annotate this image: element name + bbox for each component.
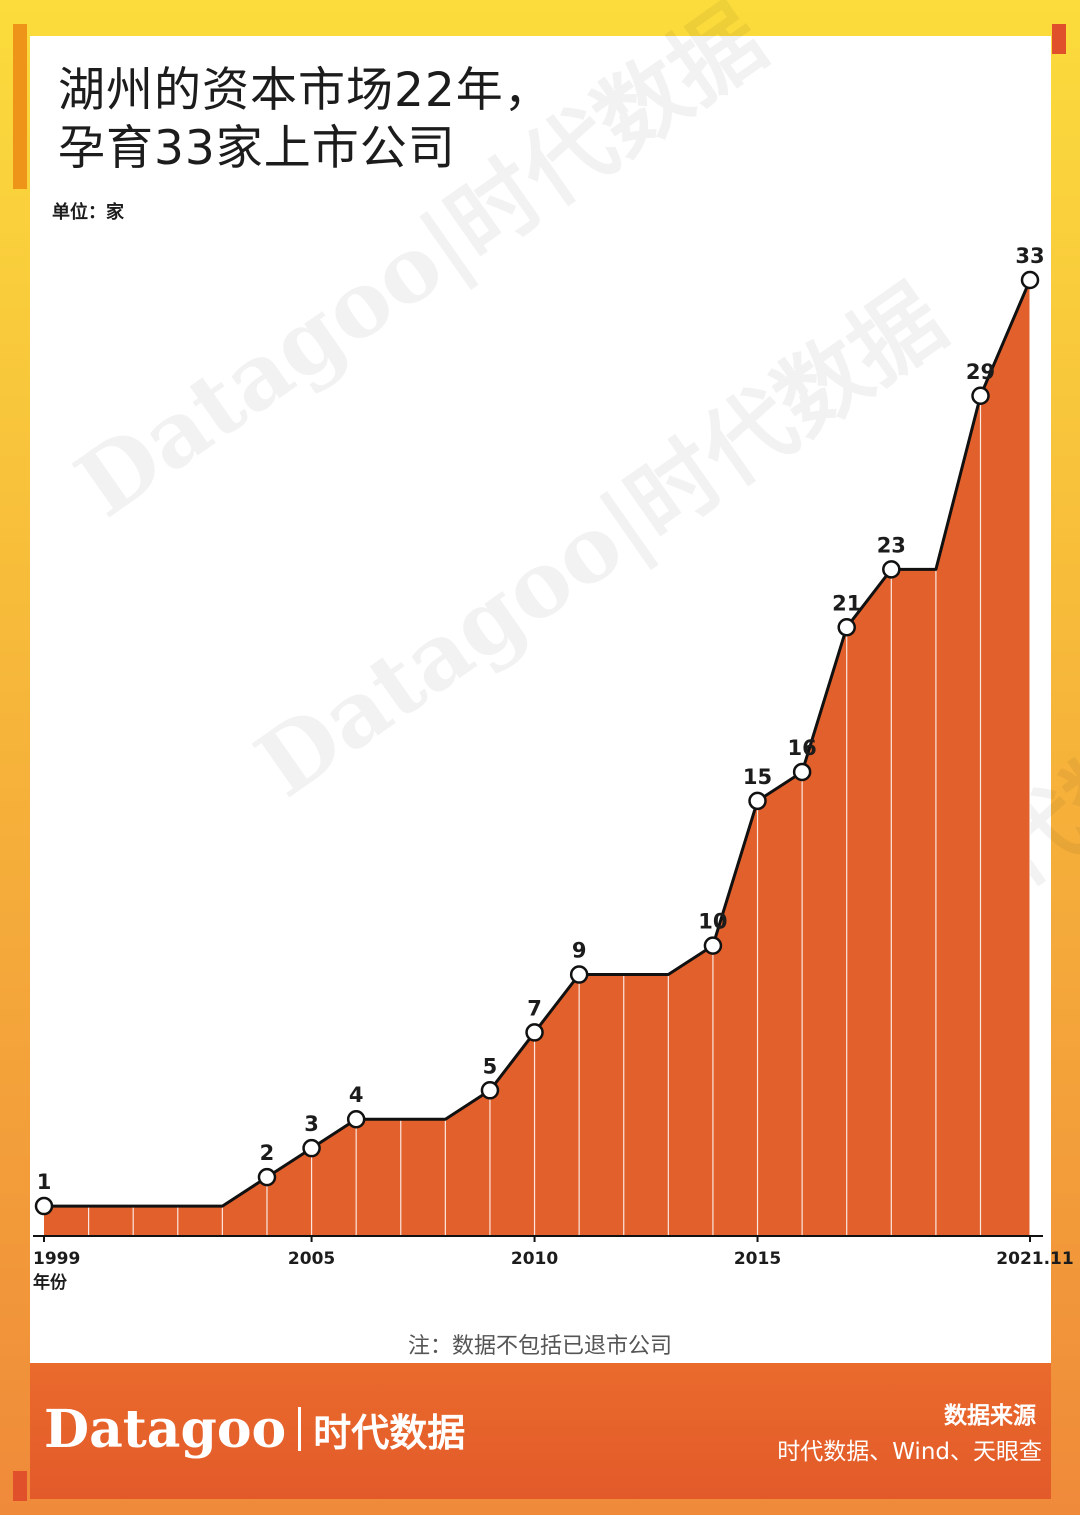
data-label: 29 xyxy=(966,360,995,384)
x-axis-title: 年份 xyxy=(33,1272,68,1293)
data-label: 21 xyxy=(832,591,861,615)
brand-name-en: Datagoo xyxy=(44,1398,287,1460)
data-label: 9 xyxy=(572,939,587,963)
marker-point xyxy=(748,791,767,811)
brand-logo: Datagoo 时代数据 xyxy=(44,1398,465,1460)
marker-point xyxy=(525,1023,544,1042)
data-label: 23 xyxy=(877,533,906,557)
data-label: 33 xyxy=(1015,244,1044,268)
tick-label: 2010 xyxy=(511,1249,558,1269)
page-title: 湖州的资本市场22年， 孕育33家上市公司 xyxy=(58,62,758,178)
marker-point xyxy=(703,936,723,955)
marker-point xyxy=(346,1109,366,1129)
frame-accent-right xyxy=(1052,24,1066,54)
marker-point xyxy=(1020,270,1040,290)
data-label: 2 xyxy=(260,1141,275,1165)
tick-labels: 1999 2005 2010 2015 2021.11 年份 xyxy=(33,1235,1074,1293)
tick-label: 2005 xyxy=(288,1249,335,1269)
marker-point xyxy=(34,1196,54,1216)
title-line-1: 湖州的资本市场22年， xyxy=(58,63,552,118)
tick-label: 2015 xyxy=(734,1249,781,1269)
area-layer xyxy=(44,280,1030,1235)
marker-point xyxy=(257,1167,277,1187)
data-label: 10 xyxy=(698,910,727,934)
marker-point xyxy=(882,560,901,579)
tick-label: 2021.11 xyxy=(996,1249,1073,1269)
source-text: 时代数据、Wind、天眼查 xyxy=(777,1439,1042,1465)
marker-point xyxy=(302,1138,321,1158)
footer-band xyxy=(30,1363,1051,1499)
frame-accent-left xyxy=(13,24,27,189)
vertical-lines xyxy=(87,280,1031,1235)
data-label: 7 xyxy=(527,996,542,1020)
marker-point xyxy=(792,762,812,782)
markers xyxy=(34,270,1040,1216)
brand-name-cn: 时代数据 xyxy=(313,1410,466,1455)
data-label: 16 xyxy=(788,736,817,760)
title-line-2: 孕育33家上市公司 xyxy=(58,121,456,176)
frame-accent-bottom-left xyxy=(13,1471,27,1501)
marker-point xyxy=(837,618,856,637)
tick-label: 1999 xyxy=(33,1249,80,1269)
footnote: 注：数据不包括已退市公司 xyxy=(407,1334,672,1359)
data-label: 3 xyxy=(304,1112,319,1136)
marker-point xyxy=(971,386,990,406)
data-label: 5 xyxy=(483,1054,498,1078)
data-label: 1 xyxy=(37,1170,52,1194)
unit-label: 单位：家 xyxy=(52,202,124,223)
data-label: 15 xyxy=(743,765,772,789)
marker-point xyxy=(569,965,589,984)
area-fill xyxy=(44,280,1030,1235)
brand-divider xyxy=(298,1407,302,1451)
source-title: 数据来源 xyxy=(944,1403,1036,1429)
data-label: 4 xyxy=(349,1083,364,1107)
marker-point xyxy=(480,1081,500,1100)
